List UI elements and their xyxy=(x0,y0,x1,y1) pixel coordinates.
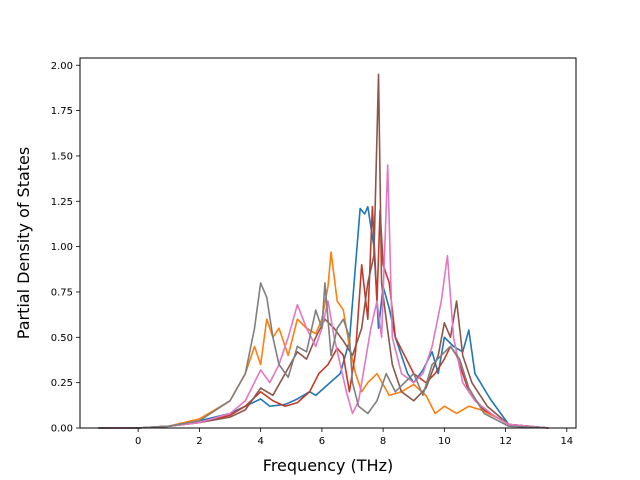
series-line-6 xyxy=(98,282,549,429)
x-tick-label: 8 xyxy=(380,436,386,447)
x-axis-label: Frequency (THz) xyxy=(263,456,393,475)
y-tick-label: 1.25 xyxy=(51,197,73,208)
x-tick-label: 4 xyxy=(257,436,263,447)
plot-frame xyxy=(79,57,577,429)
x-tick-label: 6 xyxy=(319,436,325,447)
x-tick-label: 2 xyxy=(196,436,202,447)
x-tick-label: 10 xyxy=(438,436,451,447)
series-layer xyxy=(98,73,549,429)
x-tick-label: 12 xyxy=(499,436,512,447)
y-tick-label: 0.75 xyxy=(51,287,73,298)
y-tick-label: 1.00 xyxy=(51,242,73,253)
y-tick-label: 1.75 xyxy=(51,106,73,117)
x-tick-label: 14 xyxy=(560,436,573,447)
series-line-4 xyxy=(98,73,549,429)
y-tick-label: 0.50 xyxy=(51,333,73,344)
y-tick-label: 2.00 xyxy=(51,61,73,72)
series-line-2 xyxy=(98,251,549,429)
y-ticks: 0.00 0.25 0.50 0.75 1.00 1.25 1.50 1.75 2.00 xyxy=(51,61,80,435)
series-line-5 xyxy=(98,164,549,429)
y-tick-label: 0.25 xyxy=(51,378,73,389)
x-ticks: 0 2 4 6 8 10 12 14 xyxy=(135,428,573,447)
y-tick-label: 1.50 xyxy=(51,151,73,162)
y-axis-label: Partial Density of States xyxy=(14,147,33,339)
x-tick-label: 0 xyxy=(135,436,141,447)
y-tick-label: 0.00 xyxy=(51,424,73,435)
